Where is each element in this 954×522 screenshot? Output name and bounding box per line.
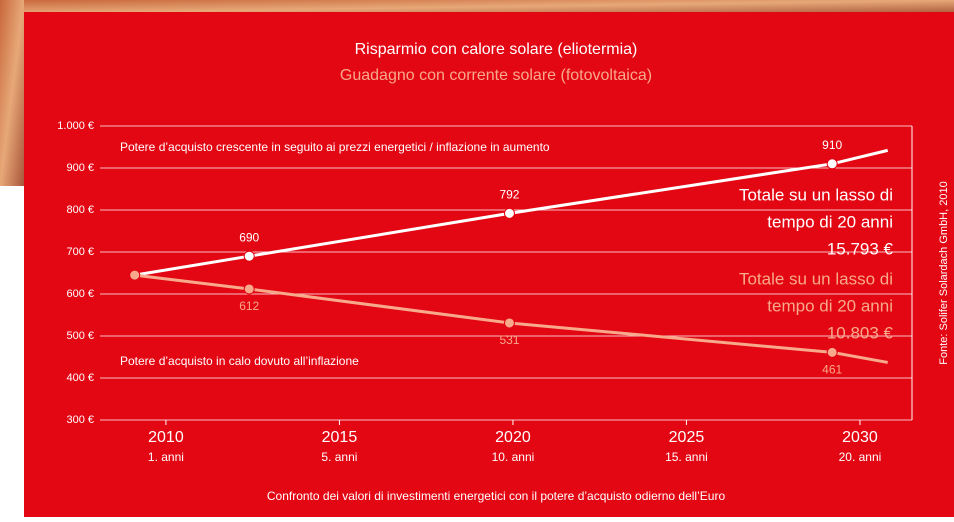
y-tick-label: 1.000 € [57,120,94,132]
x-tick-sublabel: 5. anni [321,450,357,464]
point [827,347,837,357]
point [504,208,514,218]
caption: Confronto dei valori di investimenti ene… [267,489,726,503]
x-tick-label: 2010 [148,429,184,446]
point [827,159,837,169]
point [244,284,254,294]
x-tick-label: 2015 [322,429,358,446]
total-label: Totale su un lasso di [739,185,893,204]
x-tick-label: 2030 [842,429,878,446]
annotation: Potere d’acquisto crescente in seguito a… [120,140,550,154]
chart: Risparmio con calore solare (eliotermia)… [0,0,954,517]
total-label: 15.793 € [827,239,894,258]
y-tick-label: 900 € [66,162,94,174]
y-tick-label: 300 € [66,414,94,426]
value-label: 612 [239,299,259,313]
value-label: 792 [499,188,519,202]
point [504,318,514,328]
total-label: tempo di 20 anni [767,296,893,315]
page: Risparmio con calore solare (eliotermia)… [0,0,954,517]
value-label: 531 [499,333,519,347]
annotation: Potere d’acquisto in calo dovuto all’inf… [120,354,359,368]
total-label: Totale su un lasso di [739,269,893,288]
value-label: 690 [239,230,259,244]
source: Fonte: Solifer Solardach GmbH, 2010 [938,181,950,364]
y-tick-label: 600 € [66,288,94,300]
x-tick-label: 2025 [669,429,705,446]
x-tick-sublabel: 10. anni [492,450,535,464]
total-label: tempo di 20 anni [767,212,893,231]
photo-edge [0,0,24,186]
y-tick-label: 700 € [66,246,94,258]
x-tick-sublabel: 15. anni [665,450,708,464]
x-tick-label: 2020 [495,429,531,446]
x-tick-sublabel: 1. anni [148,450,184,464]
chart-title: Risparmio con calore solare (eliotermia) [355,41,638,58]
point [130,270,140,280]
value-label: 910 [822,138,842,152]
chart-subtitle: Guadagno con corrente solare (fotovoltai… [340,67,652,84]
point [244,251,254,261]
total-label: 10.803 € [827,323,894,342]
value-label: 461 [822,363,842,377]
photo-strip [0,0,954,14]
y-tick-label: 500 € [66,330,94,342]
y-tick-label: 400 € [66,372,94,384]
x-tick-sublabel: 20. anni [839,450,882,464]
y-tick-label: 800 € [66,204,94,216]
